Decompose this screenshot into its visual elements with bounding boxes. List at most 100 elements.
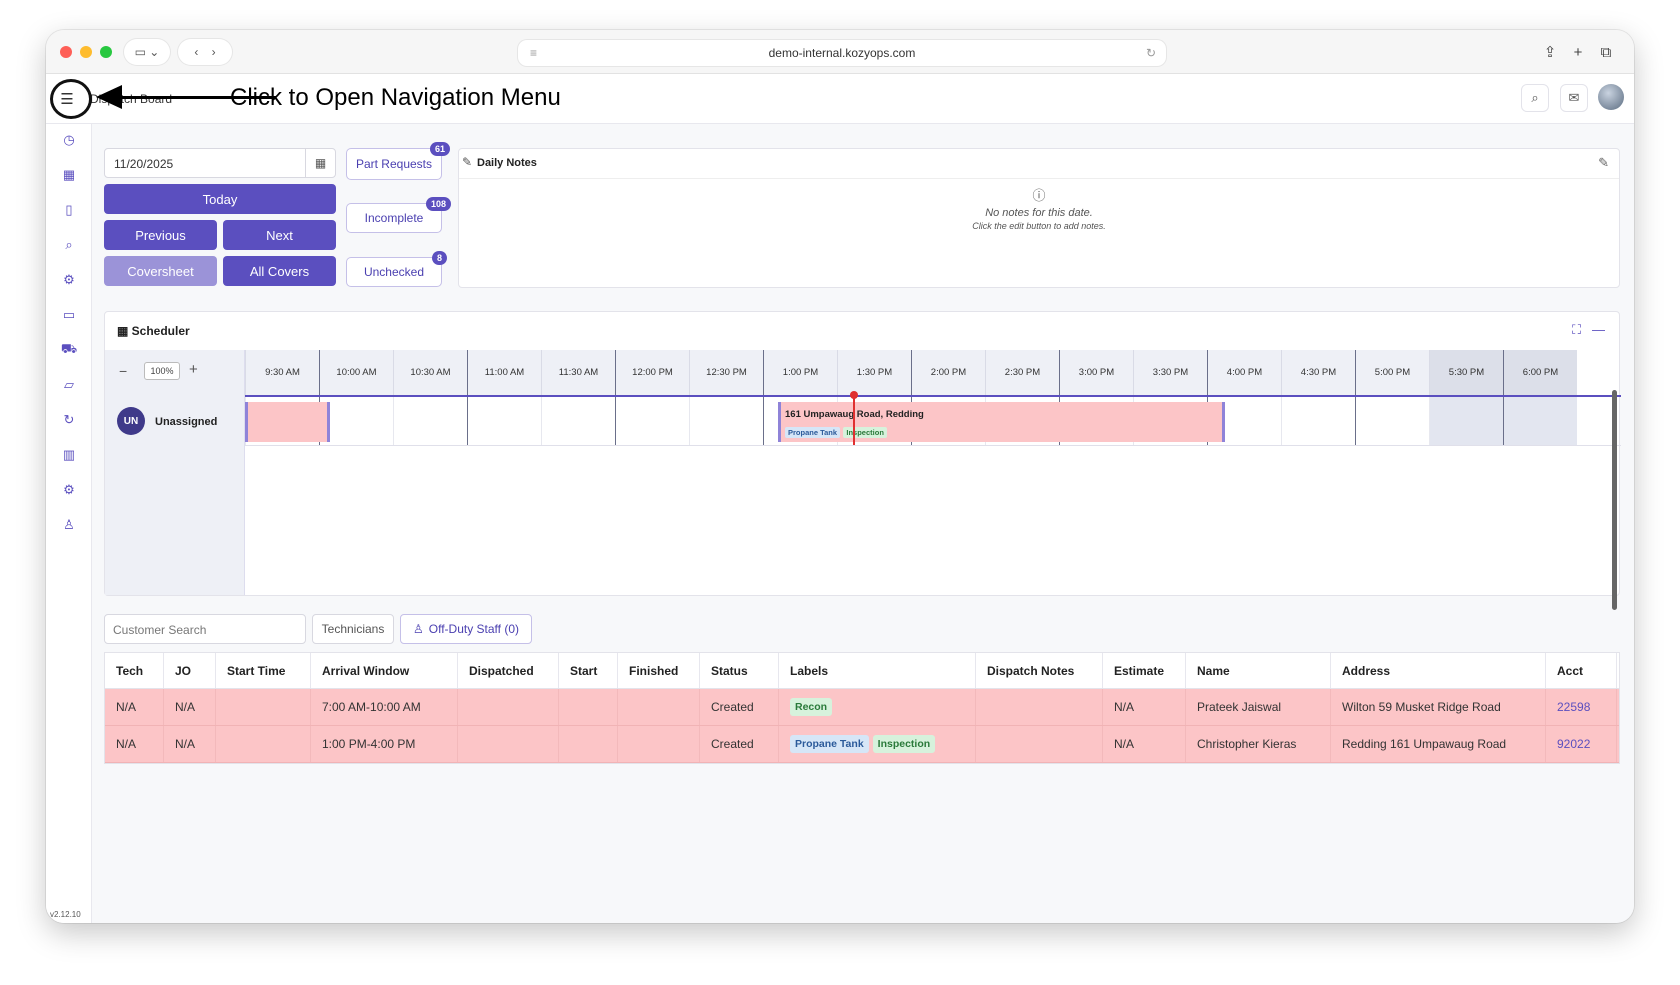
time-slot[interactable]	[541, 397, 615, 445]
time-slot[interactable]	[467, 397, 541, 445]
zoom-in-button[interactable]: +	[189, 361, 198, 378]
browser-toolbar: ▭ ⌄ ‹ › ≡ demo-internal.kozyops.com ↻ ⇪ …	[46, 30, 1634, 74]
technicians-select[interactable]: Technicians	[312, 614, 394, 644]
column-header[interactable]: Name	[1186, 653, 1331, 688]
date-field[interactable]: 11/20/2025 ▦	[104, 148, 336, 178]
cell-jo: N/A	[175, 700, 196, 714]
coversheet-button[interactable]: Coversheet	[104, 256, 217, 286]
expand-icon[interactable]: ⛶	[1572, 322, 1582, 337]
part-requests-button[interactable]: Part Requests	[346, 148, 442, 180]
reload-icon[interactable]: ↻	[1145, 46, 1156, 60]
cell-name: Christopher Kieras	[1197, 737, 1297, 751]
table-row[interactable]: N/A N/A 1:00 PM-4:00 PM Created Propane Tank…	[105, 726, 1619, 763]
folder-icon[interactable]: ▱	[64, 377, 74, 392]
cell-estimate: N/A	[1114, 700, 1135, 714]
column-header[interactable]: Estimate	[1103, 653, 1186, 688]
column-header[interactable]: Start	[559, 653, 618, 688]
previous-button[interactable]: Previous	[104, 220, 217, 250]
unchecked-button[interactable]: Unchecked	[346, 257, 442, 287]
column-header[interactable]: Acct	[1546, 653, 1617, 688]
grid-icon[interactable]: ▦	[62, 167, 76, 182]
table-row[interactable]: N/A N/A 7:00 AM-10:00 AM Created Recon N/A Pra…	[105, 689, 1619, 726]
today-button[interactable]: Today	[104, 184, 336, 214]
all-covers-button[interactable]: All Covers	[223, 256, 336, 286]
resource-name: Unassigned	[155, 416, 218, 428]
time-slot[interactable]	[763, 397, 837, 445]
browser-window: ▭ ⌄ ‹ › ≡ demo-internal.kozyops.com ↻ ⇪ …	[46, 30, 1634, 923]
table-cell	[618, 726, 700, 762]
zoom-out-button[interactable]: −	[119, 363, 128, 379]
version-label: v2.12.10	[50, 910, 81, 919]
inbox-icon[interactable]: ✉	[1560, 84, 1588, 112]
resource-column: UN Unassigned	[105, 395, 245, 595]
customer-search-input[interactable]: Customer Search	[104, 614, 306, 644]
off-duty-staff-button[interactable]: ♙ Off-Duty Staff (0)	[400, 614, 532, 644]
time-slot[interactable]	[615, 397, 689, 445]
time-slot[interactable]	[1503, 397, 1577, 445]
column-header[interactable]: Address	[1331, 653, 1546, 688]
account-link[interactable]: 92022	[1557, 737, 1591, 751]
history-icon[interactable]: ◷	[63, 132, 75, 147]
column-header[interactable]: Finished	[618, 653, 700, 688]
event-block-earlier[interactable]	[245, 402, 330, 442]
sidebar-toggle-icon[interactable]: ▭ ⌄	[124, 39, 170, 65]
minimize-window-button[interactable]	[80, 46, 92, 58]
column-header[interactable]: Arrival Window	[311, 653, 458, 688]
time-header: 2:00 PM	[911, 350, 985, 395]
table-header: Tech JO Start Time Arrival Window Dispatched…	[105, 653, 1619, 689]
edit-icon[interactable]: ✎	[1598, 155, 1609, 170]
cell-address: Wilton 59 Musket Ridge Road	[1342, 700, 1501, 714]
column-header[interactable]: Dispatched	[458, 653, 559, 688]
table-cell: 7:00 AM-10:00 AM	[311, 689, 458, 725]
map-icon[interactable]: ▯	[65, 202, 73, 217]
current-time-line	[853, 395, 855, 445]
table-cell	[458, 726, 559, 762]
column-header[interactable]: JO	[164, 653, 216, 688]
scheduler-scrollbar[interactable]	[1612, 390, 1617, 610]
time-slot[interactable]	[393, 397, 467, 445]
team-icon[interactable]: ♙	[63, 517, 75, 532]
back-forward-buttons[interactable]: ‹ ›	[178, 39, 232, 65]
column-header[interactable]: Start Time	[216, 653, 311, 688]
column-header[interactable]: Dispatch Notes	[976, 653, 1103, 688]
time-slot[interactable]	[1429, 397, 1503, 445]
event-block[interactable]: 161 Umpawaug Road, Redding Propane Tank …	[778, 402, 1225, 442]
new-tab-icon[interactable]: +	[1573, 43, 1583, 61]
column-header[interactable]: Labels	[779, 653, 976, 688]
address-bar[interactable]: ≡ demo-internal.kozyops.com ↻	[518, 40, 1166, 66]
time-slot[interactable]	[689, 397, 763, 445]
incomplete-button[interactable]: Incomplete	[346, 203, 442, 233]
time-header: 3:00 PM	[1059, 350, 1133, 395]
tab-overview-icon[interactable]: ⧉	[1600, 43, 1612, 61]
time-slot[interactable]	[319, 397, 393, 445]
app-header: Dispatch Board ☰ Click to Open Navigatio…	[46, 74, 1634, 124]
user-avatar[interactable]	[1598, 84, 1624, 110]
calendar-icon[interactable]: ▦	[305, 149, 335, 177]
settings-icon[interactable]: ⚙	[63, 272, 75, 287]
column-header[interactable]: Tech	[105, 653, 164, 688]
search-icon[interactable]: ⌕	[65, 237, 73, 252]
collapse-icon[interactable]: —	[1592, 322, 1605, 337]
chart-icon[interactable]: ▥	[62, 447, 76, 462]
search-icon[interactable]: ⌕	[1521, 84, 1549, 112]
gear-icon[interactable]: ⚙	[63, 482, 75, 497]
zoom-controls: − 100% +	[105, 350, 245, 395]
column-header[interactable]: Status	[700, 653, 779, 688]
account-link[interactable]: 22598	[1557, 700, 1591, 714]
wallet-icon[interactable]: ▭	[62, 307, 76, 322]
zoom-window-button[interactable]	[100, 46, 112, 58]
time-slot[interactable]	[1355, 397, 1429, 445]
car-icon[interactable]: ⛟	[60, 341, 78, 356]
share-icon[interactable]: ⇪	[1543, 44, 1557, 61]
page-settings-icon[interactable]: ≡	[530, 46, 538, 60]
close-window-button[interactable]	[60, 46, 72, 58]
next-button[interactable]: Next	[223, 220, 336, 250]
time-header: 11:30 AM	[541, 350, 615, 395]
unchecked-badge: 8	[432, 251, 448, 265]
time-slot[interactable]	[1281, 397, 1355, 445]
time-header: 10:30 AM	[393, 350, 467, 395]
refresh-icon[interactable]: ↻	[63, 412, 75, 427]
table-cell: N/A	[1103, 726, 1186, 762]
labels-cell: Recon	[779, 689, 976, 725]
time-header: 5:30 PM	[1429, 350, 1503, 395]
